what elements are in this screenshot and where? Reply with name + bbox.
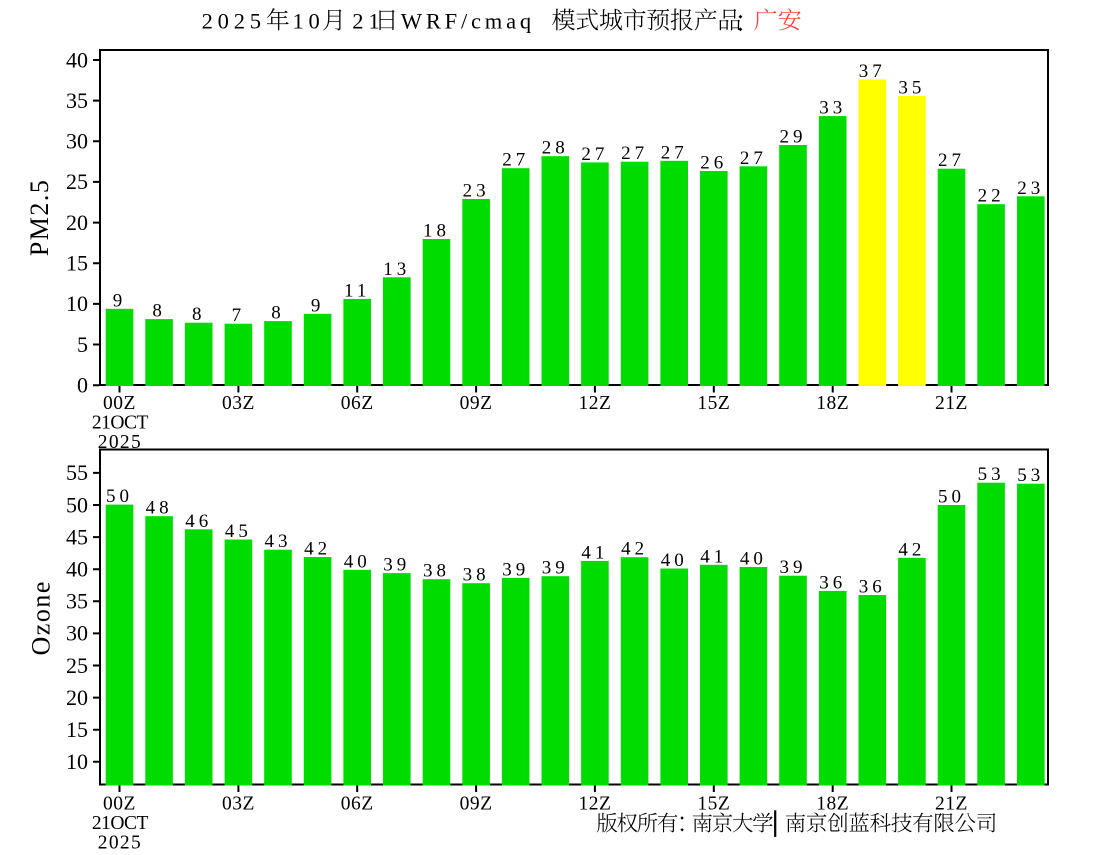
svg-text:38: 38	[463, 565, 490, 586]
svg-text:40: 40	[66, 557, 88, 582]
svg-text:15Z: 15Z	[697, 393, 730, 414]
svg-text:09Z: 09Z	[460, 794, 493, 815]
svg-text:45: 45	[66, 524, 88, 549]
svg-text:00Z: 00Z	[103, 794, 136, 815]
svg-text:15: 15	[66, 717, 88, 742]
svg-text:9: 9	[113, 290, 127, 311]
svg-text:50: 50	[66, 492, 88, 517]
svg-text:35: 35	[66, 88, 88, 113]
svg-text:38: 38	[423, 561, 450, 582]
svg-text:26: 26	[700, 153, 727, 174]
svg-text:25: 25	[66, 169, 88, 194]
svg-text:11: 11	[344, 280, 370, 301]
svg-text:18Z: 18Z	[816, 794, 849, 815]
svg-text:12Z: 12Z	[578, 794, 611, 815]
svg-text:8: 8	[152, 301, 166, 322]
svg-text:40: 40	[740, 549, 767, 570]
svg-text:42: 42	[304, 539, 331, 560]
svg-text:27: 27	[502, 150, 529, 171]
svg-text:18: 18	[423, 221, 450, 242]
svg-text:53: 53	[978, 464, 1005, 485]
svg-text:30: 30	[66, 129, 88, 154]
svg-text:13: 13	[383, 259, 410, 280]
svg-text:20: 20	[66, 210, 88, 235]
svg-text:21: 21	[352, 9, 384, 34]
svg-text:35: 35	[898, 78, 925, 99]
svg-text:27: 27	[621, 143, 648, 164]
svg-text:30: 30	[66, 621, 88, 646]
svg-text:7: 7	[232, 305, 246, 326]
svg-text:21OCT: 21OCT	[92, 413, 149, 434]
svg-text:21Z: 21Z	[935, 393, 968, 414]
svg-text:21OCT: 21OCT	[92, 813, 149, 834]
svg-text:5: 5	[77, 332, 88, 357]
svg-text:46: 46	[185, 511, 212, 532]
svg-text:20: 20	[66, 685, 88, 710]
svg-text:40: 40	[344, 551, 371, 572]
svg-text:33: 33	[819, 98, 846, 119]
svg-text:03Z: 03Z	[222, 393, 255, 414]
svg-text:23: 23	[463, 181, 490, 202]
svg-text:42: 42	[898, 539, 925, 560]
svg-text:10: 10	[293, 9, 325, 34]
svg-text:2025: 2025	[98, 833, 142, 851]
svg-text:40: 40	[66, 47, 88, 72]
svg-text:53: 53	[1017, 465, 1044, 486]
svg-text:40: 40	[661, 550, 688, 571]
svg-text:PM2.5: PM2.5	[25, 179, 54, 257]
svg-text:45: 45	[225, 521, 252, 542]
svg-text:55: 55	[66, 460, 88, 485]
svg-text:25: 25	[66, 653, 88, 678]
svg-text:06Z: 06Z	[341, 393, 374, 414]
svg-text:15: 15	[66, 251, 88, 276]
svg-text:03Z: 03Z	[222, 794, 255, 815]
svg-text:Ozone: Ozone	[27, 580, 56, 655]
svg-text:0: 0	[77, 373, 88, 398]
svg-text:29: 29	[780, 127, 807, 148]
svg-text:10: 10	[66, 291, 88, 316]
svg-text:WRF/cmaq: WRF/cmaq	[401, 9, 535, 34]
svg-text:9: 9	[311, 295, 325, 316]
svg-text:39: 39	[542, 558, 569, 579]
svg-text:48: 48	[146, 498, 173, 519]
svg-text:39: 39	[780, 557, 807, 578]
svg-text:10: 10	[66, 749, 88, 774]
svg-text:50: 50	[106, 486, 133, 507]
svg-text:15Z: 15Z	[697, 794, 730, 815]
svg-text:2025: 2025	[202, 9, 266, 34]
svg-text:50: 50	[938, 487, 965, 508]
svg-text:37: 37	[859, 61, 886, 82]
svg-text:09Z: 09Z	[460, 393, 493, 414]
svg-text:35: 35	[66, 589, 88, 614]
svg-text:18Z: 18Z	[816, 393, 849, 414]
svg-text:2025: 2025	[98, 432, 142, 453]
svg-text:22: 22	[978, 186, 1005, 207]
svg-text:36: 36	[859, 577, 886, 598]
svg-text:39: 39	[383, 555, 410, 576]
svg-text:06Z: 06Z	[341, 794, 374, 815]
svg-text:43: 43	[265, 531, 292, 552]
svg-text:28: 28	[542, 138, 569, 159]
svg-text:23: 23	[1017, 178, 1044, 199]
svg-text:41: 41	[700, 546, 727, 567]
svg-text:39: 39	[502, 559, 529, 580]
svg-text:27: 27	[661, 142, 688, 163]
svg-text:41: 41	[581, 542, 608, 563]
svg-text:27: 27	[740, 148, 767, 169]
svg-text:36: 36	[819, 572, 846, 593]
svg-text:8: 8	[192, 304, 206, 325]
svg-text:27: 27	[938, 150, 965, 171]
svg-text:12Z: 12Z	[578, 393, 611, 414]
svg-text:8: 8	[271, 303, 285, 324]
svg-text:00Z: 00Z	[103, 393, 136, 414]
svg-text:27: 27	[581, 144, 608, 165]
svg-text:21Z: 21Z	[935, 794, 968, 815]
svg-text:42: 42	[621, 539, 648, 560]
